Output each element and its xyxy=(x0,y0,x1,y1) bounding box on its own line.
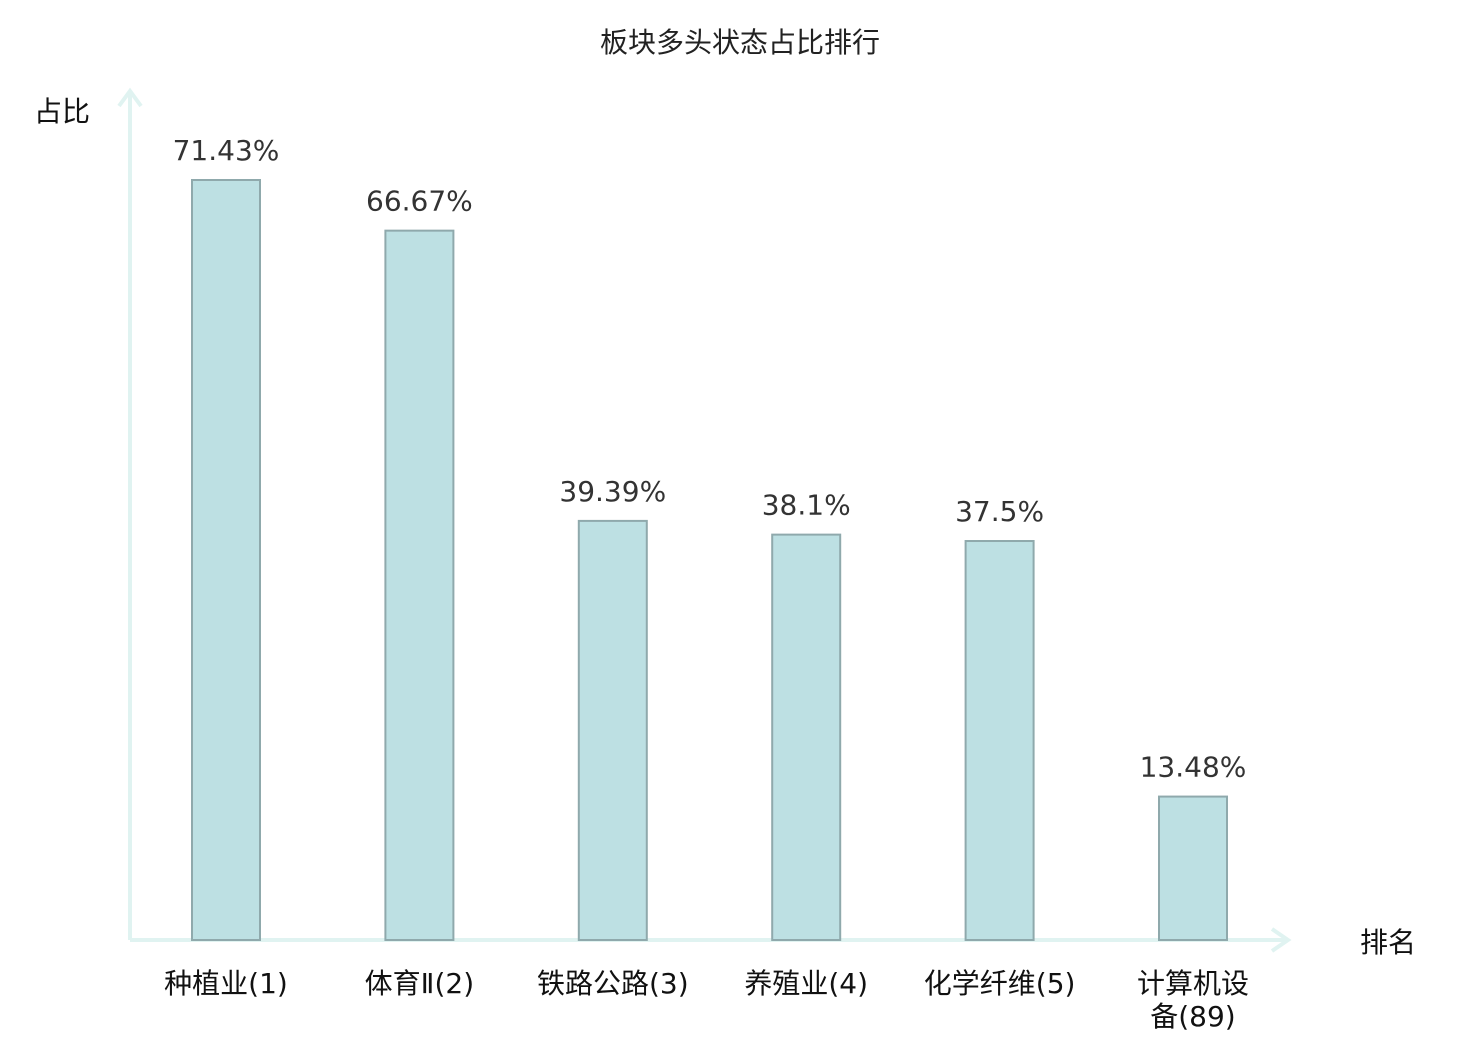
value-label-group: 71.43% 66.67% 39.39% 38.1% 37.5% 13.48% xyxy=(173,134,1247,784)
category-label-1: 种植业(1) xyxy=(164,967,288,1000)
bar-6 xyxy=(1158,795,1228,942)
value-label-2: 66.67% xyxy=(366,185,473,218)
x-axis-title: 排名 xyxy=(1360,926,1416,959)
category-label-group: 种植业(1) 体育Ⅱ(2) 铁路公路(3) 养殖业(4) 化学纤维(5) 计算机设备(89… xyxy=(164,967,1249,1033)
bar-2 xyxy=(384,229,455,941)
bar-series xyxy=(191,179,1228,942)
category-label-5: 化学纤维(5) xyxy=(924,967,1076,1000)
category-label-part-2: (3) xyxy=(649,967,689,1000)
y-axis-title: 占比 xyxy=(34,95,90,128)
category-label-part-1: 铁路公路 xyxy=(537,967,649,1000)
category-label-6: 计算机设备(89) xyxy=(1137,967,1249,1033)
category-label-line-2: 备(89) xyxy=(1150,1000,1235,1033)
bar-5 xyxy=(964,540,1035,942)
category-label-4: 养殖业(4) xyxy=(744,967,868,1000)
category-label-part-1: 化学纤维 xyxy=(924,967,1036,1000)
chart-title: 板块多头状态占比排行 xyxy=(600,26,880,59)
category-label-part-1: 养殖业 xyxy=(744,967,828,1000)
bar-1 xyxy=(191,179,261,941)
category-label-3: 铁路公路(3) xyxy=(537,967,689,1000)
value-label-1: 71.43% xyxy=(173,134,280,167)
category-label-part-2: (5) xyxy=(1036,967,1076,1000)
category-label-line-1: 计算机设 xyxy=(1137,967,1249,1000)
value-label-5: 37.5% xyxy=(955,495,1044,528)
value-label-6: 13.48% xyxy=(1140,751,1247,784)
y-axis-arrow-icon xyxy=(117,87,143,108)
category-label-2: 体育Ⅱ(2) xyxy=(365,967,474,1000)
category-label-part-2: (1) xyxy=(248,967,288,1000)
bar-3 xyxy=(577,519,648,942)
category-label-part-2: (2) xyxy=(434,967,474,1000)
x-axis-arrow-icon xyxy=(1270,927,1292,953)
bar-4 xyxy=(771,533,842,941)
value-label-4: 38.1% xyxy=(762,489,851,522)
category-label-part-2: (4) xyxy=(828,967,868,1000)
value-label-3: 39.39% xyxy=(559,475,666,508)
category-label-part-1: 体育Ⅱ xyxy=(365,967,435,1000)
category-label-part-1: 种植业 xyxy=(164,967,248,1000)
